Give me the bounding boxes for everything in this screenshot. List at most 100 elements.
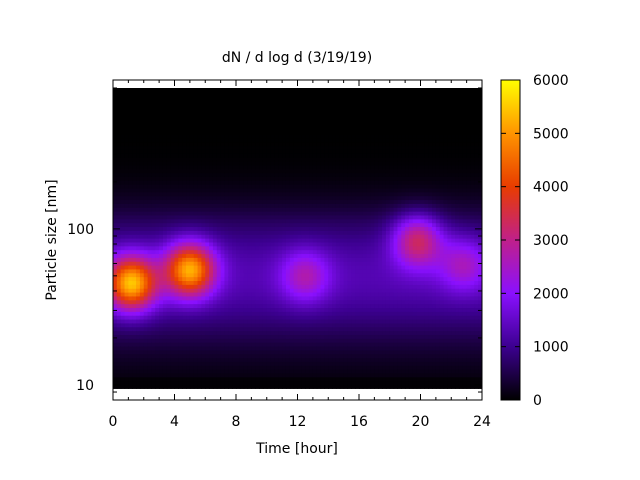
heatmap-cell xyxy=(209,168,214,174)
heatmap-cell xyxy=(293,245,299,251)
heatmap-cell xyxy=(255,268,260,274)
heatmap-cell xyxy=(178,249,183,255)
heatmap-cell xyxy=(328,284,333,289)
heatmap-cell xyxy=(132,211,137,216)
heatmap-cell xyxy=(251,168,256,174)
heatmap-cell xyxy=(328,349,333,355)
heatmap-cell xyxy=(343,318,349,324)
heatmap-cell xyxy=(178,257,183,262)
heatmap-cell xyxy=(220,322,226,328)
heatmap-cell xyxy=(262,160,268,166)
heatmap-cell xyxy=(232,384,237,389)
heatmap-cell xyxy=(262,342,268,347)
heatmap-cell xyxy=(293,315,299,320)
heatmap-cell xyxy=(239,376,245,382)
heatmap-cell xyxy=(120,230,126,235)
heatmap-cell xyxy=(147,153,153,158)
heatmap-cell xyxy=(312,342,318,347)
heatmap-cell xyxy=(282,137,287,143)
heatmap-cell xyxy=(170,91,176,97)
heatmap-cell xyxy=(343,311,349,316)
heatmap-cell xyxy=(309,180,314,185)
heatmap-cell xyxy=(266,95,272,100)
heatmap-cell xyxy=(274,299,279,305)
heatmap-cell xyxy=(228,230,233,235)
heatmap-cell xyxy=(285,207,291,212)
heatmap-cell xyxy=(166,191,172,197)
heatmap-cell xyxy=(309,137,314,143)
heatmap-cell xyxy=(166,234,172,239)
heatmap-cell xyxy=(143,307,149,312)
heatmap-cell xyxy=(262,88,268,93)
heatmap-cell xyxy=(116,369,122,374)
heatmap-cell xyxy=(274,118,279,123)
heatmap-cell xyxy=(301,318,306,324)
heatmap-cell xyxy=(136,265,141,270)
heatmap-cell xyxy=(335,88,341,93)
heatmap-cell xyxy=(228,110,233,116)
heatmap-cell xyxy=(205,326,210,332)
heatmap-cell xyxy=(143,145,149,150)
heatmap-cell xyxy=(155,292,160,297)
heatmap-cell xyxy=(166,172,172,177)
heatmap-cell xyxy=(236,284,241,289)
heatmap-cell xyxy=(324,318,329,324)
heatmap-cell xyxy=(147,249,153,255)
heatmap-cell xyxy=(120,168,126,174)
heatmap-cell xyxy=(347,249,352,255)
heatmap-cell xyxy=(182,88,187,93)
heatmap-cell xyxy=(312,268,318,274)
heatmap-cell xyxy=(293,322,299,328)
heatmap-cell xyxy=(151,180,156,185)
heatmap-cell xyxy=(262,326,268,332)
heatmap-cell xyxy=(205,284,210,289)
heatmap-cell xyxy=(228,195,233,201)
heatmap-cell xyxy=(309,276,314,282)
heatmap-cell xyxy=(220,384,226,389)
heatmap-cell xyxy=(232,345,237,351)
heatmap-cell xyxy=(328,203,333,208)
heatmap-cell xyxy=(128,110,133,116)
heatmap-cell xyxy=(320,353,325,359)
heatmap-cell xyxy=(305,118,310,123)
heatmap-cell xyxy=(228,268,233,274)
heatmap-cell xyxy=(120,292,126,297)
heatmap-cell xyxy=(193,234,199,239)
heatmap-cell xyxy=(251,160,256,166)
heatmap-cell xyxy=(266,149,272,154)
heatmap-cell xyxy=(139,353,145,359)
heatmap-cell xyxy=(151,280,156,285)
heatmap-cell xyxy=(285,380,291,386)
heatmap-cell xyxy=(220,276,226,282)
heatmap-cell xyxy=(316,114,322,120)
heatmap-cell xyxy=(224,372,229,378)
heatmap-cell xyxy=(255,103,260,108)
heatmap-cell xyxy=(320,126,325,131)
heatmap-cell xyxy=(266,330,272,335)
heatmap-cell xyxy=(351,334,356,339)
heatmap-cell xyxy=(324,249,329,255)
heatmap-cell xyxy=(120,88,126,93)
heatmap-cell xyxy=(255,342,260,347)
heatmap-cell xyxy=(274,207,279,212)
heatmap-cell xyxy=(209,141,214,147)
heatmap-cell xyxy=(289,122,295,127)
heatmap-cell xyxy=(174,380,179,386)
heatmap-cell xyxy=(197,361,202,366)
heatmap-cell xyxy=(159,214,164,220)
heatmap-cell xyxy=(285,106,291,112)
heatmap-cell xyxy=(193,307,199,312)
heatmap-cell xyxy=(182,268,187,274)
heatmap-cell xyxy=(285,292,291,297)
heatmap-cell xyxy=(282,145,287,150)
heatmap-cell xyxy=(347,172,352,177)
heatmap-cell xyxy=(205,376,210,382)
heatmap-cell xyxy=(151,372,156,378)
heatmap-cell xyxy=(224,141,229,147)
heatmap-cell xyxy=(270,249,276,255)
heatmap-cell xyxy=(178,141,183,147)
heatmap-cell xyxy=(343,88,349,93)
heatmap-cell xyxy=(236,106,241,112)
heatmap-cell xyxy=(193,214,199,220)
heatmap-cell xyxy=(232,141,237,147)
